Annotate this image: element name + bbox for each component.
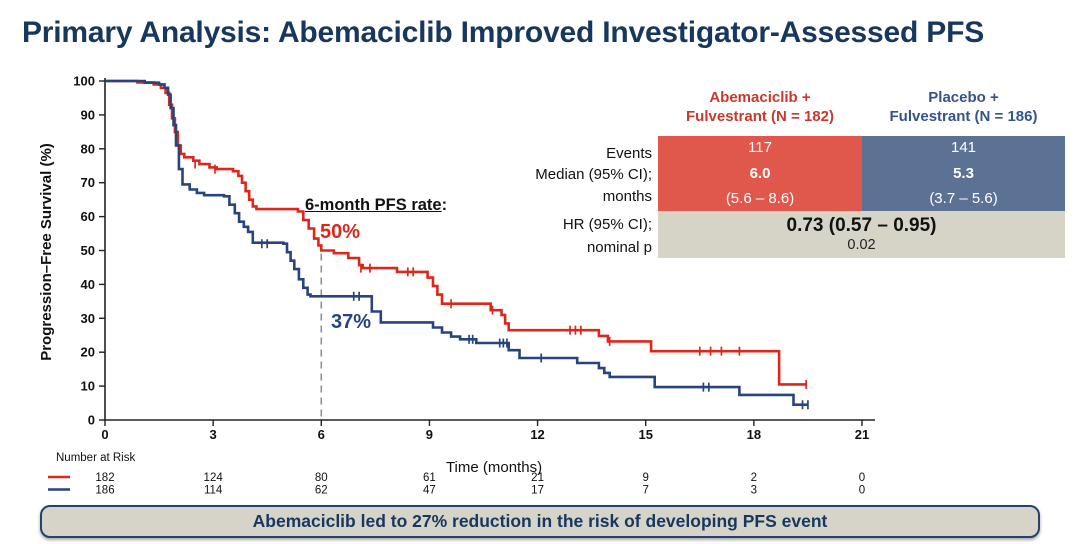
table-header-abemaciclib-line1: Abemaciclib +	[709, 89, 811, 106]
placebo-median-ci: (3.7 – 5.6)	[929, 190, 998, 207]
risk-value: 3	[751, 485, 757, 497]
abemaciclib-6mo-rate-value: 50%	[320, 221, 361, 243]
y-tick-label: 50	[81, 243, 95, 258]
risk-value: 17	[531, 485, 544, 497]
six-month-pfs-annotation-colon: :	[441, 196, 448, 214]
abemaciclib-events-value: 117	[748, 139, 772, 156]
hr-value: 0.73 (0.57 – 0.95)	[786, 215, 937, 236]
abemaciclib-median-value: 6.0	[749, 164, 771, 182]
risk-value: 80	[315, 472, 328, 484]
placebo-6mo-rate-value: 37%	[331, 311, 372, 333]
risk-value: 124	[204, 472, 224, 484]
table-cell-placebo: 141 5.3 (3.7 – 5.6)	[862, 136, 1065, 211]
risk-value: 114	[204, 485, 223, 497]
table-header-placebo-line1: Placebo +	[928, 89, 999, 106]
conclusion-banner: Abemaciclib led to 27% reduction in the …	[40, 505, 1040, 538]
y-tick-label: 80	[81, 141, 95, 156]
risk-value: 9	[643, 472, 649, 484]
risk-value: 7	[643, 485, 649, 497]
y-axis-title: Progression–Free Survival (%)	[38, 143, 55, 361]
row-label-months: months	[602, 188, 652, 205]
y-tick-label: 10	[81, 379, 95, 394]
row-label-median: Median (95% CI);	[535, 166, 652, 183]
table-hr-band: 0.73 (0.57 – 0.95) 0.02	[658, 211, 1065, 258]
conclusion-banner-text: Abemaciclib led to 27% reduction in the …	[252, 511, 828, 531]
row-label-hr: HR (95% CI);	[562, 216, 652, 233]
x-axis-title: Time (months)	[445, 459, 543, 476]
x-tick-label: 0	[101, 427, 108, 442]
row-label-events: Events	[606, 145, 652, 162]
nominal-p-value: 0.02	[847, 237, 876, 253]
six-month-pfs-annotation: 6-month PFS rate:	[305, 196, 447, 215]
x-tick-label: 15	[638, 427, 652, 442]
table-header-placebo: Placebo + Fulvestrant (N = 186)	[862, 88, 1065, 126]
table-header-abemaciclib: Abemaciclib + Fulvestrant (N = 182)	[658, 88, 862, 126]
y-tick-label: 70	[81, 175, 95, 190]
x-tick-label: 9	[426, 427, 433, 442]
risk-value: 186	[95, 485, 114, 497]
risk-value: 182	[95, 472, 114, 484]
y-tick-label: 40	[81, 277, 95, 292]
placebo-median-value: 5.3	[953, 164, 974, 182]
x-tick-label: 3	[210, 427, 217, 442]
table-cell-abemaciclib: 117 6.0 (5.6 – 8.6)	[658, 136, 862, 211]
page-title: Primary Analysis: Abemaciclib Improved I…	[22, 16, 985, 49]
row-label-nominal-p: nominal p	[586, 239, 652, 256]
x-tick-label: 12	[530, 427, 544, 442]
y-tick-label: 0	[88, 413, 95, 428]
y-tick-label: 100	[73, 74, 95, 89]
risk-value: 47	[423, 485, 436, 497]
table-header-placebo-line2: Fulvestrant (N = 186)	[889, 108, 1038, 125]
six-month-pfs-annotation-text: 6-month PFS rate	[305, 196, 442, 214]
y-tick-label: 20	[81, 345, 95, 360]
abemaciclib-median-ci: (5.6 – 8.6)	[725, 190, 795, 207]
x-tick-label: 21	[855, 427, 869, 442]
y-tick-label: 60	[81, 209, 95, 224]
x-tick-label: 18	[747, 427, 761, 442]
x-tick-label: 6	[318, 427, 325, 442]
risk-value: 0	[859, 472, 865, 484]
placebo-events-value: 141	[950, 139, 977, 156]
risk-value: 62	[315, 485, 328, 497]
risk-value: 0	[859, 485, 865, 497]
number-at-risk-label: Number at Risk	[56, 452, 136, 464]
y-tick-label: 30	[81, 311, 95, 326]
risk-value: 2	[751, 472, 757, 484]
y-tick-label: 90	[81, 107, 95, 122]
table-header-abemaciclib-line2: Fulvestrant (N = 182)	[686, 108, 834, 125]
